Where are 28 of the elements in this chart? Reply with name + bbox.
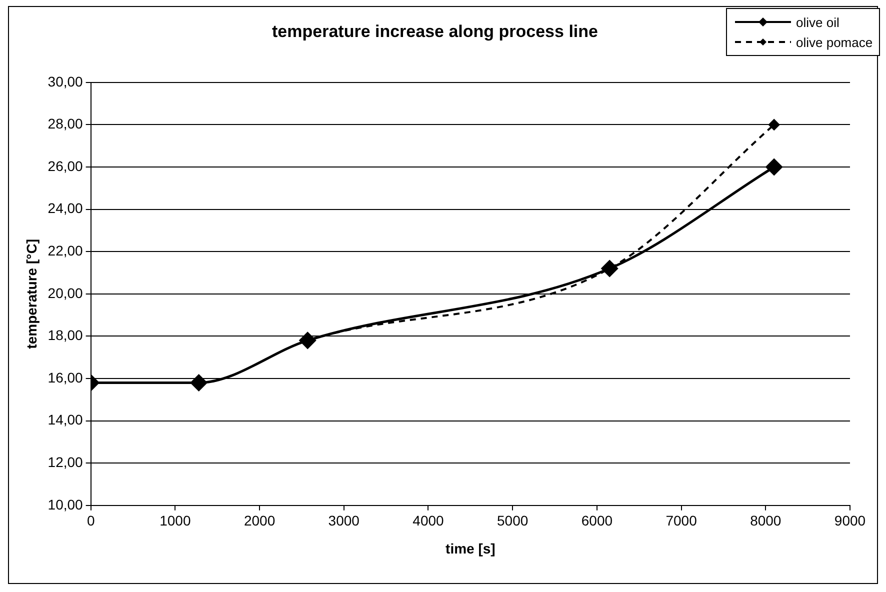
- y-tick-label: 28,00: [48, 116, 84, 132]
- x-tick-label: 1000: [160, 512, 191, 529]
- y-tick-label: 18,00: [48, 327, 84, 344]
- x-tick-label: 3000: [328, 512, 360, 529]
- legend-label: olive pomace: [796, 34, 873, 50]
- y-tick-label: 24,00: [48, 200, 84, 216]
- y-tick-label: 16,00: [48, 369, 84, 386]
- point: [766, 158, 782, 176]
- y-tick-label: 10,00: [48, 496, 84, 512]
- x-tick-label: 0: [86, 512, 95, 529]
- y-tick-label: 12,00: [48, 454, 84, 470]
- x-tick-label: 7000: [666, 512, 698, 529]
- chart-title: temperature increase along process line: [272, 22, 598, 41]
- y-tick-label: 20,00: [48, 284, 84, 301]
- x-tick-label: 5000: [497, 512, 528, 529]
- x-tick-label: 8000: [750, 512, 782, 529]
- y-axis-title: temperature [°C]: [23, 238, 40, 349]
- x-tick-label: 6000: [581, 512, 613, 529]
- x-axis-title: time [s]: [446, 540, 496, 556]
- x-tick-label: 4000: [412, 512, 444, 529]
- x-tick-label: 9000: [834, 512, 866, 529]
- y-tick-label: 14,00: [48, 412, 84, 428]
- y-tick-label: 30,00: [48, 73, 84, 90]
- y-tick-label: 26,00: [48, 158, 84, 174]
- point: [768, 119, 780, 130]
- x-tick-label: 2000: [244, 512, 276, 529]
- legend-label: olive oil: [796, 14, 840, 30]
- y-tick-label: 22,00: [48, 242, 84, 258]
